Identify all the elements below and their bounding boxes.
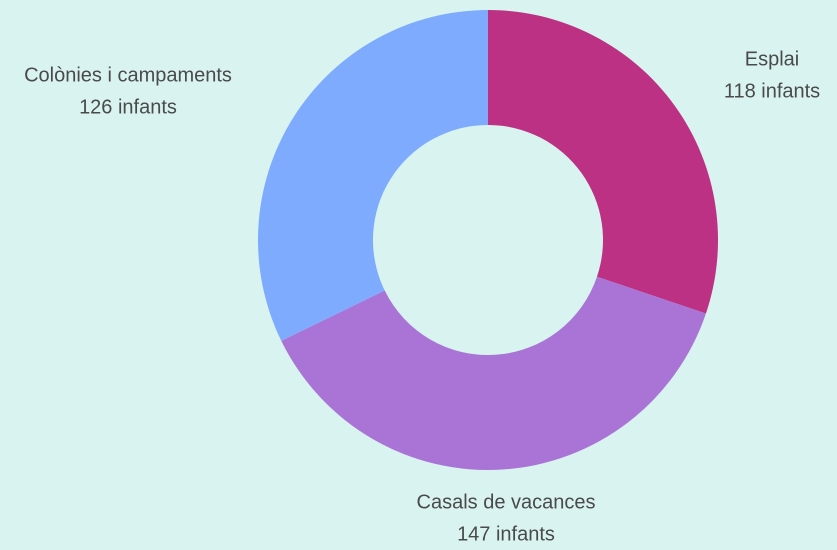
slice-label: Colònies i campaments — [24, 64, 232, 86]
slice-label: Casals de vacances — [417, 491, 596, 513]
slice-value-label: 147 infants — [457, 523, 555, 545]
slice-value-label: 118 infants — [724, 80, 820, 102]
donut-slice — [258, 10, 488, 341]
donut-slice — [281, 276, 706, 470]
slice-label: Esplai — [745, 48, 799, 70]
slice-value-label: 126 infants — [79, 96, 177, 118]
donut-slice — [488, 10, 718, 314]
